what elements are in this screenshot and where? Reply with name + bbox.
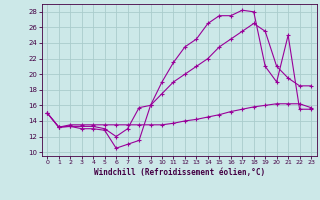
X-axis label: Windchill (Refroidissement éolien,°C): Windchill (Refroidissement éolien,°C)	[94, 168, 265, 177]
